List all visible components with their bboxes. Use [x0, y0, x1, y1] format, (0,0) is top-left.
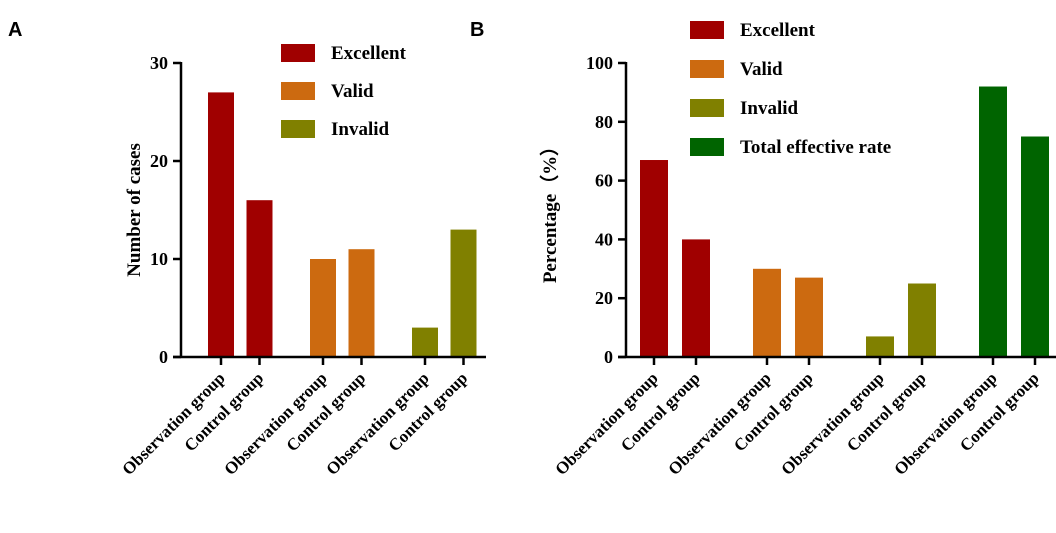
panel-b-bar-invalid-1 — [908, 283, 936, 357]
panel-a-bar-valid-1 — [348, 249, 375, 357]
panel-b-y-tick-label-0: 0 — [604, 347, 613, 367]
panel-a-legend-label-invalid: Invalid — [331, 119, 390, 140]
panel-a-y-tick-label-10: 10 — [150, 249, 168, 269]
panel-b-bar-total-effective-rate-0 — [979, 86, 1007, 358]
panel-b-legend-swatch-total-effective-rate — [690, 138, 724, 156]
panel-b-legend-swatch-invalid — [690, 99, 724, 117]
panel-b-legend-swatch-valid — [690, 60, 724, 78]
panel-a-y-tick-label-20: 20 — [150, 151, 168, 171]
panel-label-b: B — [470, 19, 484, 41]
panel-a-bar-valid-0 — [310, 259, 336, 357]
panel-a-bar-excellent-0 — [208, 92, 234, 358]
panel-b-legend-label-total-effective-rate: Total effective rate — [740, 137, 891, 158]
panel-b-bar-excellent-1 — [682, 239, 710, 357]
panel-b-y-tick-label-100: 100 — [586, 53, 613, 73]
panel-a-y-tick-label-0: 0 — [159, 347, 168, 367]
panel-b-bar-invalid-0 — [866, 336, 894, 357]
panel-label-a: A — [8, 19, 22, 41]
panel-b-bar-valid-1 — [795, 277, 823, 357]
panel-b-bar-valid-0 — [753, 268, 781, 357]
panel-a-bar-invalid-1 — [450, 229, 477, 357]
panel-a-legend-swatch-excellent — [281, 44, 315, 62]
panel-b-legend-label-invalid: Invalid — [740, 98, 799, 119]
panel-a-y-axis-label: Number of cases — [124, 143, 145, 277]
panel-b-y-tick-label-60: 60 — [595, 171, 613, 191]
panel-b-legend-swatch-excellent — [690, 21, 724, 39]
panel-a-y-tick-label-30: 30 — [150, 53, 168, 73]
panel-a-legend-label-valid: Valid — [331, 81, 374, 102]
panel-a-legend-swatch-invalid — [281, 120, 315, 138]
panel-b-y-tick-label-20: 20 — [595, 288, 613, 308]
panel-a-bar-invalid-0 — [412, 327, 438, 357]
panel-b-bar-excellent-0 — [640, 160, 668, 357]
panel-b-legend-label-valid: Valid — [740, 59, 783, 80]
panel-b-bar-total-effective-rate-1 — [1021, 136, 1049, 357]
panel-b-y-axis-label: Percentage（%） — [538, 137, 561, 283]
panel-b-legend-label-excellent: Excellent — [740, 20, 816, 41]
panel-a-legend-swatch-valid — [281, 82, 315, 100]
panel-a-bar-excellent-1 — [246, 200, 273, 357]
panel-a-legend-label-excellent: Excellent — [331, 43, 407, 64]
panel-b-y-tick-label-40: 40 — [595, 229, 613, 249]
panel-b-y-tick-label-80: 80 — [595, 112, 613, 132]
